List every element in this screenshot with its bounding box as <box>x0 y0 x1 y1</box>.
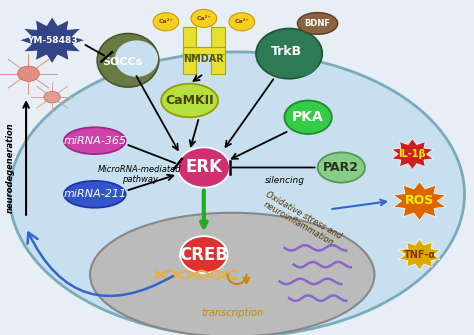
Text: PAR2: PAR2 <box>323 161 359 174</box>
Bar <box>183 27 196 74</box>
Ellipse shape <box>298 12 337 34</box>
Text: transcription: transcription <box>201 308 264 318</box>
Text: SOCCs: SOCCs <box>102 57 142 67</box>
Polygon shape <box>393 182 446 220</box>
Text: Ca²⁺: Ca²⁺ <box>197 16 211 21</box>
Text: silencing: silencing <box>264 177 304 185</box>
Text: Ca²⁺: Ca²⁺ <box>159 19 173 24</box>
Text: miRNA-365: miRNA-365 <box>63 136 127 146</box>
Ellipse shape <box>318 152 365 183</box>
Ellipse shape <box>178 147 230 188</box>
Ellipse shape <box>284 51 318 76</box>
Bar <box>183 47 225 54</box>
Circle shape <box>18 66 39 81</box>
Ellipse shape <box>9 52 465 335</box>
Ellipse shape <box>256 28 322 79</box>
Text: miRNA-211: miRNA-211 <box>63 189 127 199</box>
Ellipse shape <box>115 41 158 77</box>
Text: PKA: PKA <box>292 110 324 124</box>
Text: TNF-α: TNF-α <box>403 250 436 260</box>
Ellipse shape <box>97 34 159 87</box>
Text: MicroRNA-mediated
pathway: MicroRNA-mediated pathway <box>98 164 182 184</box>
Ellipse shape <box>64 181 126 208</box>
Polygon shape <box>399 239 440 270</box>
Bar <box>211 27 225 74</box>
Text: CaMKII: CaMKII <box>165 94 214 107</box>
Text: Oxidative stress and
neuroinflammation: Oxidative stress and neuroinflammation <box>259 190 343 249</box>
Circle shape <box>44 91 60 103</box>
Circle shape <box>229 13 255 31</box>
Text: TrkB: TrkB <box>271 46 302 58</box>
Ellipse shape <box>64 127 126 154</box>
Ellipse shape <box>90 213 374 335</box>
Circle shape <box>153 13 179 31</box>
Text: BDNF: BDNF <box>305 19 330 28</box>
Text: ERK: ERK <box>185 158 222 177</box>
FancyArrowPatch shape <box>27 232 173 296</box>
Text: ROS: ROS <box>405 195 434 207</box>
Text: neurodegeneration: neurodegeneration <box>6 122 15 213</box>
Ellipse shape <box>180 236 228 273</box>
Circle shape <box>191 9 217 27</box>
Text: CREB: CREB <box>179 246 228 264</box>
Ellipse shape <box>284 100 332 134</box>
Text: IL-1β: IL-1β <box>399 149 426 159</box>
Polygon shape <box>19 17 85 64</box>
Text: Ca²⁺: Ca²⁺ <box>235 19 249 24</box>
Polygon shape <box>392 139 433 170</box>
Ellipse shape <box>161 84 218 117</box>
Text: YM-58483: YM-58483 <box>27 36 77 45</box>
Text: NMDAR: NMDAR <box>183 54 224 64</box>
